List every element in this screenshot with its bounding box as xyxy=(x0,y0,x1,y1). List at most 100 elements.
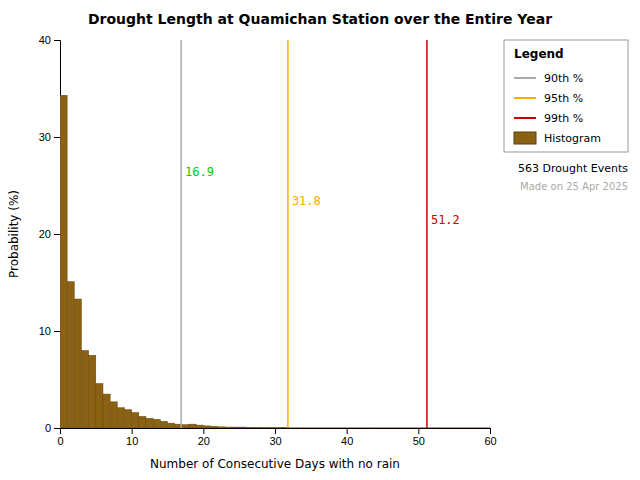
bar xyxy=(340,427,347,428)
bar xyxy=(476,427,483,428)
bar xyxy=(254,427,261,428)
x-axis-title: Number of Consecutive Days with no rain xyxy=(150,457,400,471)
tick: 30 xyxy=(269,428,281,447)
legend-item: 95th % xyxy=(514,92,583,105)
marks xyxy=(60,40,490,428)
bar xyxy=(196,425,203,428)
bar xyxy=(390,427,397,428)
bar xyxy=(454,427,461,428)
bar xyxy=(225,427,232,428)
percentile-label: 31.8 xyxy=(292,194,321,208)
bar xyxy=(318,427,325,428)
bar xyxy=(168,423,175,428)
bar xyxy=(218,427,225,428)
bar xyxy=(332,427,339,428)
bar xyxy=(361,427,368,428)
legend-swatch xyxy=(514,77,536,79)
legend-title: Legend xyxy=(514,47,564,61)
tick-label: 10 xyxy=(39,325,51,337)
tick-mark xyxy=(54,137,60,138)
bar xyxy=(110,402,117,428)
annotation: 563 Drought Events xyxy=(518,162,628,175)
bar xyxy=(132,412,139,428)
legend-label: 99th % xyxy=(544,112,583,125)
tick-label: 10 xyxy=(126,435,138,447)
tick-mark xyxy=(203,428,204,434)
bar xyxy=(160,421,167,428)
tick-label: 40 xyxy=(39,34,51,46)
bar xyxy=(375,427,382,428)
tick-label: 20 xyxy=(198,435,210,447)
bar xyxy=(311,427,318,428)
bar xyxy=(418,427,425,428)
bar xyxy=(125,410,132,428)
tick-label: 40 xyxy=(341,435,353,447)
legend-swatch xyxy=(514,132,536,144)
bar xyxy=(117,408,124,428)
bar xyxy=(261,427,268,428)
tick-label: 60 xyxy=(484,435,496,447)
tick: 40 xyxy=(39,34,60,46)
bar xyxy=(440,427,447,428)
bar xyxy=(483,427,490,428)
legend-item: 90th % xyxy=(514,72,583,85)
bar xyxy=(304,427,311,428)
tick: 60 xyxy=(484,428,496,447)
percentile-labels: 16.9 31.8 51.2 xyxy=(185,165,460,228)
tick-mark xyxy=(490,428,491,434)
legend-frame xyxy=(504,40,628,152)
y-axis: 0 10 20 30 40 xyxy=(39,34,61,434)
legend-item: Histogram xyxy=(514,132,601,145)
axis-line xyxy=(61,429,491,435)
tick-label: 50 xyxy=(413,435,425,447)
bar xyxy=(461,427,468,428)
percentile-line xyxy=(426,40,428,428)
bar xyxy=(74,299,81,428)
percentile-label: 51.2 xyxy=(431,213,460,227)
bar xyxy=(433,427,440,428)
legend-swatch xyxy=(514,117,536,119)
tick-mark xyxy=(418,428,419,434)
bar xyxy=(404,427,411,428)
bar xyxy=(103,394,110,428)
bar xyxy=(182,425,189,428)
tick: 30 xyxy=(39,131,60,143)
tick-mark xyxy=(54,428,60,429)
tick: 10 xyxy=(39,325,60,337)
percentile-lines xyxy=(181,40,427,428)
tick: 10 xyxy=(126,428,138,447)
bar xyxy=(469,427,476,428)
bar xyxy=(275,427,282,428)
tick: 20 xyxy=(39,228,60,240)
tick-label: 0 xyxy=(45,422,51,434)
legend-label: Histogram xyxy=(544,132,601,145)
bar xyxy=(325,427,332,428)
tick: 0 xyxy=(45,422,60,434)
bar xyxy=(146,418,153,428)
percentile-line xyxy=(180,40,182,428)
bar xyxy=(153,419,160,428)
tick: 40 xyxy=(341,428,353,447)
y-axis-title: Probability (%) xyxy=(7,190,21,278)
percentile-label: 16.9 xyxy=(185,165,214,179)
percentile-line xyxy=(287,40,289,428)
tick-mark xyxy=(54,40,60,41)
legend: Legend 90th % 95th % 99th % Histogram xyxy=(504,40,628,152)
bar xyxy=(239,427,246,428)
x-axis: 0 10 20 30 40 50 60 xyxy=(57,428,496,447)
plot-area: 0 10 20 30 40 50 60 0 10 20 30 40 16.9 31.8 51.2 xyxy=(39,34,497,447)
bar xyxy=(368,427,375,428)
tick: 20 xyxy=(198,428,210,447)
bar xyxy=(211,426,218,428)
tick-label: 20 xyxy=(39,228,51,240)
bar xyxy=(268,427,275,428)
tick: 0 xyxy=(57,428,63,447)
legend-swatch xyxy=(514,97,536,99)
legend-label: 95th % xyxy=(544,92,583,105)
axis-line xyxy=(54,41,61,429)
tick-mark xyxy=(275,428,276,434)
bar xyxy=(411,427,418,428)
bar xyxy=(60,95,67,428)
bar xyxy=(139,416,146,428)
bar xyxy=(96,383,103,428)
